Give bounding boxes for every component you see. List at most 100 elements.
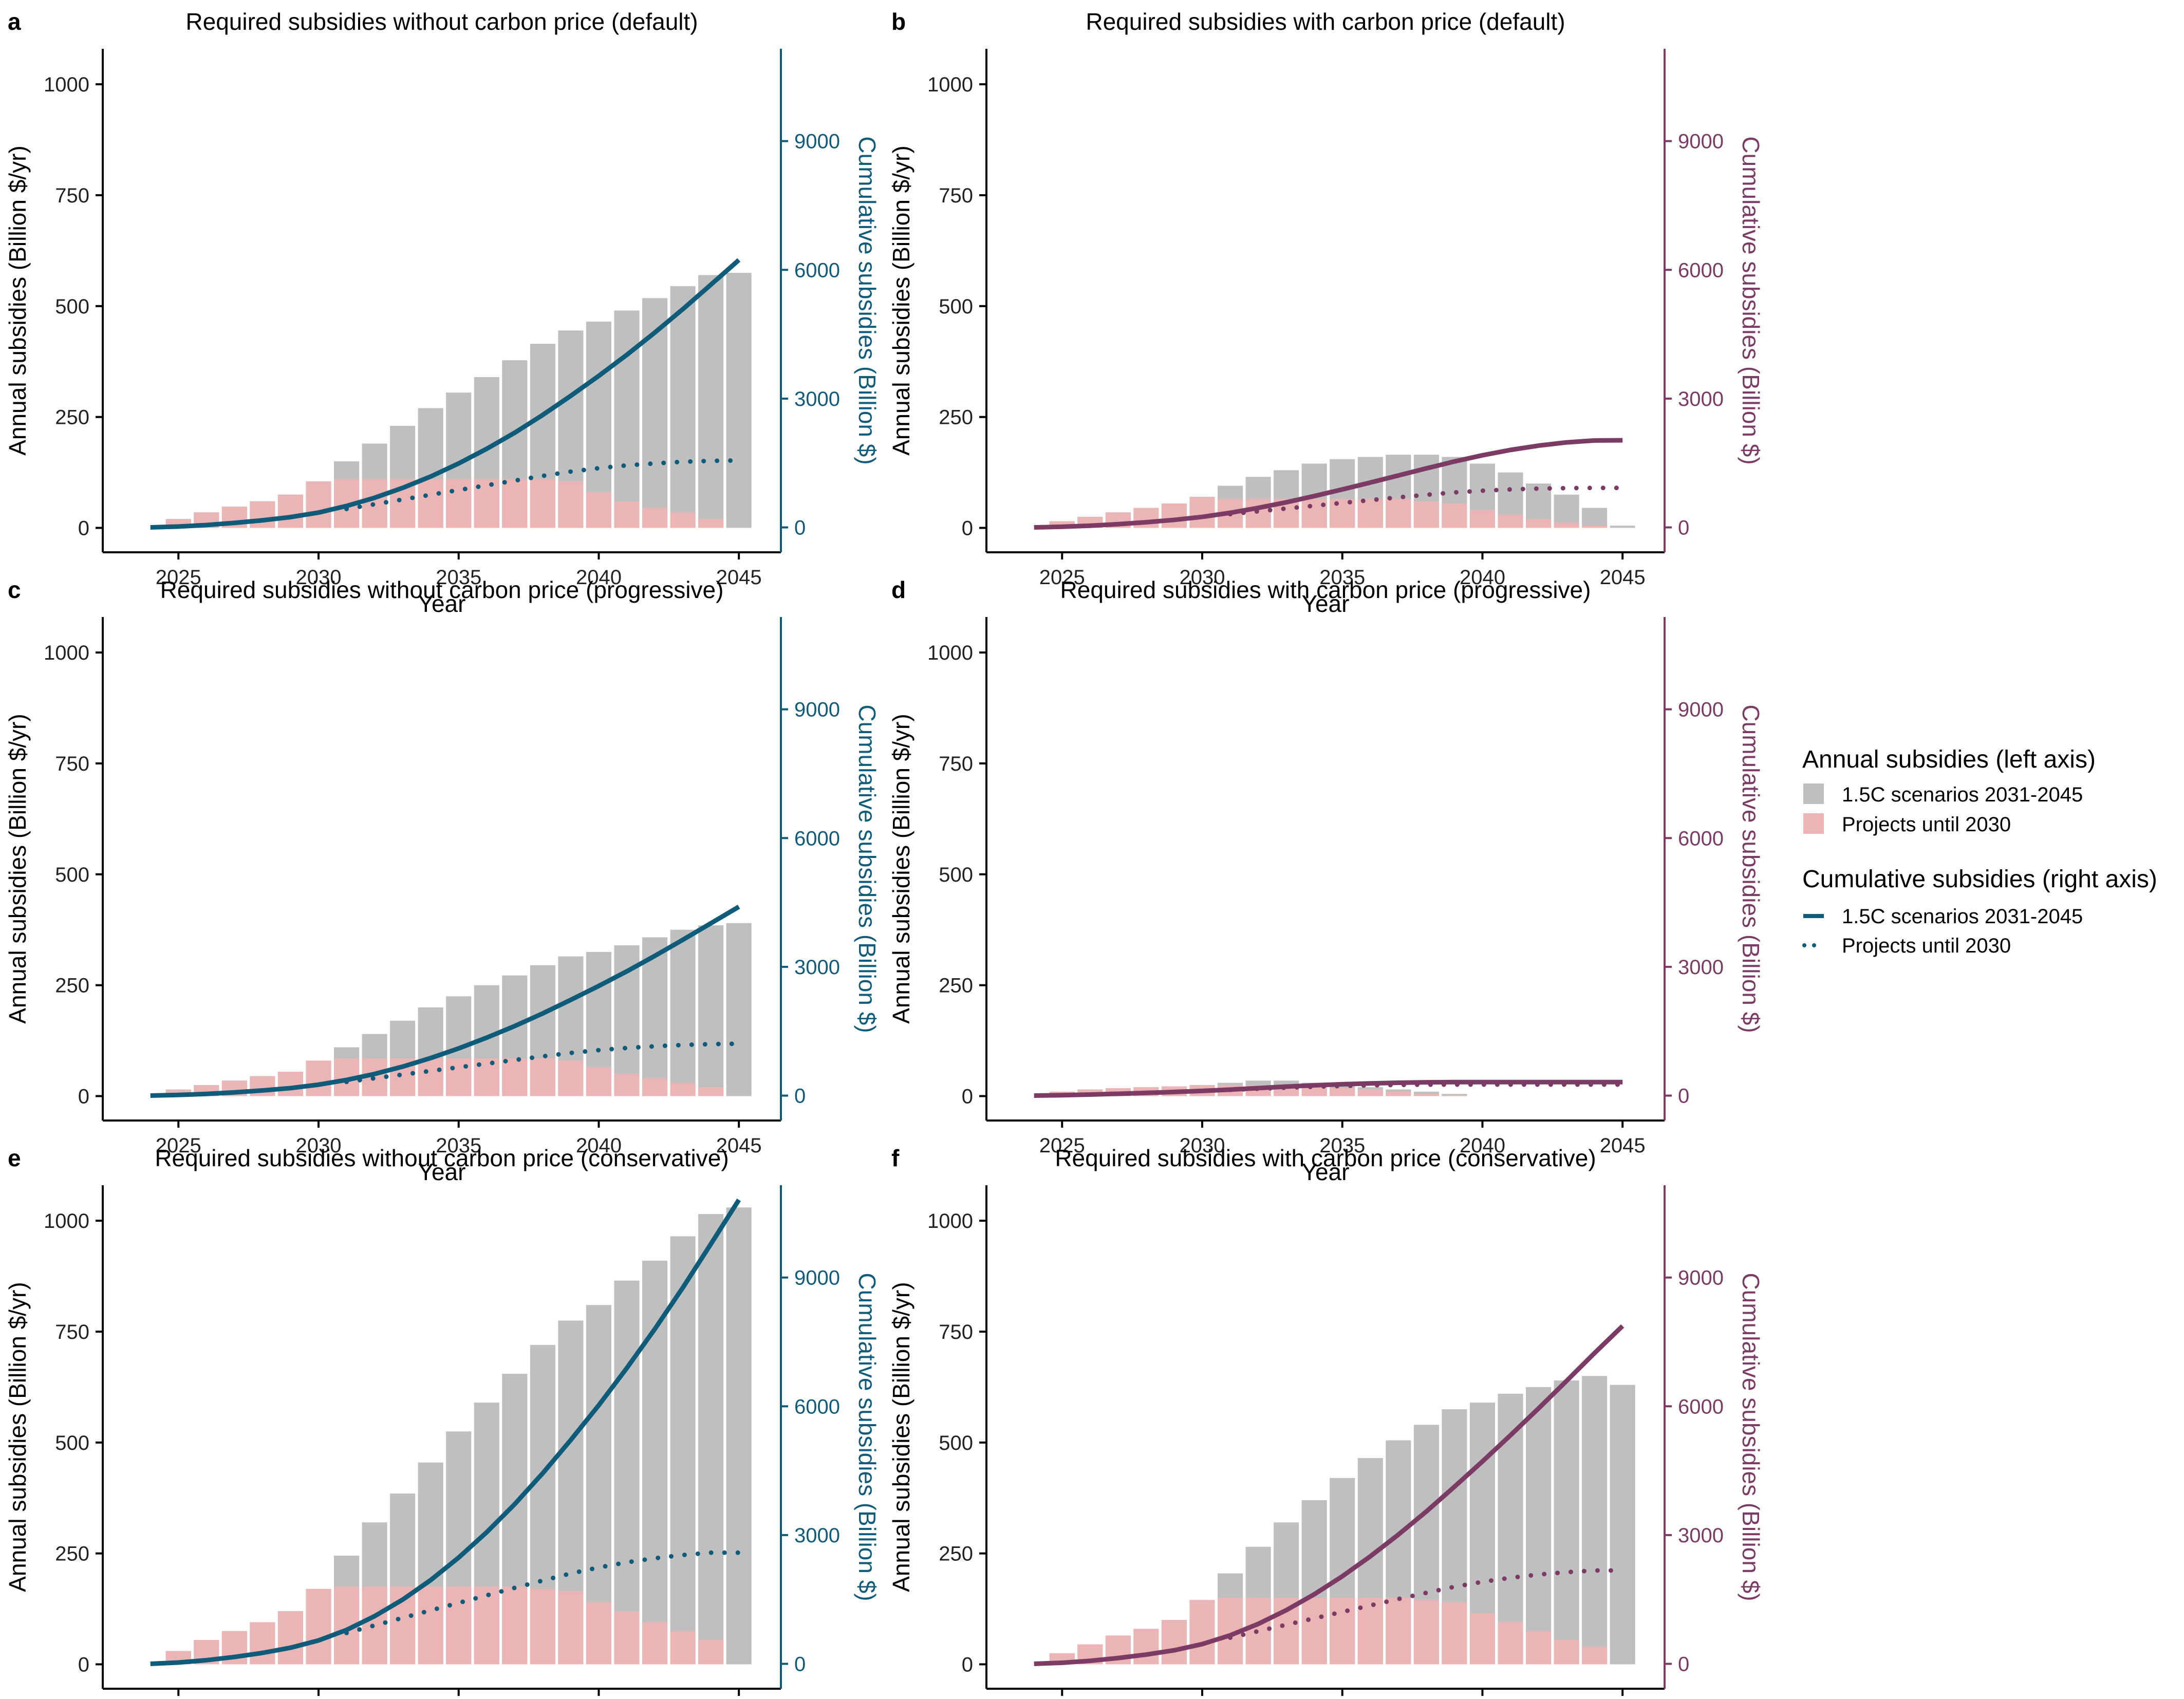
y2-tick-label: 0 xyxy=(794,1085,806,1108)
bar-projects xyxy=(1162,503,1187,528)
y2-tick-label: 0 xyxy=(1678,1085,1689,1108)
bar-scenario xyxy=(614,310,639,528)
bar-projects xyxy=(1358,1090,1383,1096)
bar-projects xyxy=(614,1074,639,1096)
y-axis-right-label: Cumulative subsidies (Billion $) xyxy=(854,1273,881,1601)
bar-projects xyxy=(278,1072,303,1096)
panel-b: b Required subsidies with carbon price (d… xyxy=(888,8,1764,617)
y-axis-right-label: Cumulative subsidies (Billion $) xyxy=(1738,704,1764,1033)
bar-projects xyxy=(1414,1094,1439,1096)
bar-projects xyxy=(1470,510,1495,528)
panel-letter: f xyxy=(891,1145,900,1171)
bar-projects xyxy=(1133,1629,1159,1664)
y-tick-label: 250 xyxy=(55,975,89,997)
bar-projects xyxy=(1189,1600,1215,1664)
panel-c: c Required subsidies without carbon price… xyxy=(4,576,881,1185)
bar-projects xyxy=(278,495,303,528)
y2-tick-label: 6000 xyxy=(794,259,840,282)
legend-swatch-annual-scenario xyxy=(1803,783,1824,804)
y2-tick-label: 9000 xyxy=(794,130,840,153)
y-tick-label: 500 xyxy=(939,864,973,886)
x-tick-label: 2045 xyxy=(1600,1134,1646,1157)
chart-title: Required subsidies without carbon price … xyxy=(185,8,698,35)
bar-projects xyxy=(502,1058,527,1096)
y-tick-label: 1000 xyxy=(927,642,973,664)
y2-tick-label: 6000 xyxy=(1678,827,1724,850)
bar-projects xyxy=(698,1087,723,1096)
legend-cumulative-item-projects: Projects until 2030 xyxy=(1842,935,2011,957)
bar-projects xyxy=(306,481,331,528)
bar-projects xyxy=(1498,1622,1523,1664)
legend-annual-item-projects: Projects until 2030 xyxy=(1842,813,2011,836)
bar-projects xyxy=(1470,1613,1495,1664)
bar-projects xyxy=(1330,1598,1355,1665)
bar-projects xyxy=(642,1078,667,1096)
bar-scenario xyxy=(670,930,696,1096)
y-tick-label: 250 xyxy=(939,1543,973,1565)
chart-title: Required subsidies with carbon price (pr… xyxy=(1060,576,1591,603)
bar-projects xyxy=(1414,501,1439,528)
bar-projects xyxy=(1442,503,1467,528)
panel-letter: d xyxy=(891,576,906,603)
chart-title: Required subsidies with carbon price (de… xyxy=(1086,8,1565,35)
bar-projects xyxy=(698,1640,723,1664)
bar-projects xyxy=(446,479,471,528)
y-axis-right-label: Cumulative subsidies (Billion $) xyxy=(854,136,881,464)
y-tick-label: 1000 xyxy=(44,1210,89,1233)
y-tick-label: 250 xyxy=(939,975,973,997)
y-tick-label: 750 xyxy=(55,753,89,775)
y-tick-label: 1000 xyxy=(927,73,973,96)
bar-projects xyxy=(278,1611,303,1665)
bar-projects xyxy=(698,519,723,528)
bar-projects xyxy=(306,1060,331,1096)
bar-projects xyxy=(642,508,667,528)
panel-e: e Required subsidies without carbon price… xyxy=(4,1145,881,1699)
bar-projects xyxy=(1189,497,1215,528)
panel-letter: e xyxy=(8,1145,21,1171)
y2-tick-label: 9000 xyxy=(1678,130,1724,153)
bar-scenario xyxy=(1554,1380,1579,1665)
y-axis-left-label: Annual subsidies (Billion $/yr) xyxy=(888,714,914,1023)
bar-scenario xyxy=(698,1214,723,1664)
bar-scenario xyxy=(642,1261,667,1665)
y-tick-label: 250 xyxy=(55,406,89,429)
bar-scenario xyxy=(1610,526,1635,528)
bar-projects xyxy=(1162,1620,1187,1664)
x-tick-label: 2045 xyxy=(1600,566,1646,589)
bar-projects xyxy=(1582,1647,1607,1665)
y-axis-left-label: Annual subsidies (Billion $/yr) xyxy=(888,1282,914,1592)
y2-tick-label: 3000 xyxy=(1678,956,1724,979)
bar-projects xyxy=(530,1589,555,1665)
bar-scenario xyxy=(698,275,723,528)
bar-scenario xyxy=(726,273,752,528)
bars xyxy=(1050,1376,1635,1664)
bar-projects xyxy=(670,512,696,528)
bar-projects xyxy=(1526,1631,1551,1665)
y2-tick-label: 9000 xyxy=(1678,699,1724,721)
bar-projects xyxy=(614,1611,639,1665)
bar-projects xyxy=(1442,1095,1467,1096)
bar-projects xyxy=(502,479,527,528)
y-tick-label: 500 xyxy=(55,1432,89,1454)
y2-tick-label: 3000 xyxy=(1678,1524,1724,1547)
bar-projects xyxy=(1442,1602,1467,1665)
bar-projects xyxy=(306,1589,331,1665)
bar-projects xyxy=(1526,519,1551,528)
y2-tick-label: 0 xyxy=(1678,517,1689,539)
y-tick-label: 500 xyxy=(55,295,89,318)
y-axis-right-label: Cumulative subsidies (Billion $) xyxy=(1738,136,1764,464)
y-tick-label: 500 xyxy=(55,864,89,886)
bar-projects xyxy=(1330,1088,1355,1096)
bar-projects xyxy=(586,492,611,528)
bar-projects xyxy=(1302,1598,1327,1665)
y-tick-label: 0 xyxy=(78,1086,89,1108)
y-axis-right-label: Cumulative subsidies (Billion $) xyxy=(1738,1273,1764,1601)
y2-tick-label: 3000 xyxy=(794,956,840,979)
panel-letter: c xyxy=(8,576,21,603)
y-axis-right-label: Cumulative subsidies (Billion $) xyxy=(854,704,881,1033)
bar-projects xyxy=(250,501,275,528)
y2-tick-label: 9000 xyxy=(794,699,840,721)
panel-letter: b xyxy=(891,8,906,35)
bar-projects xyxy=(558,481,583,528)
y-tick-label: 1000 xyxy=(44,73,89,96)
